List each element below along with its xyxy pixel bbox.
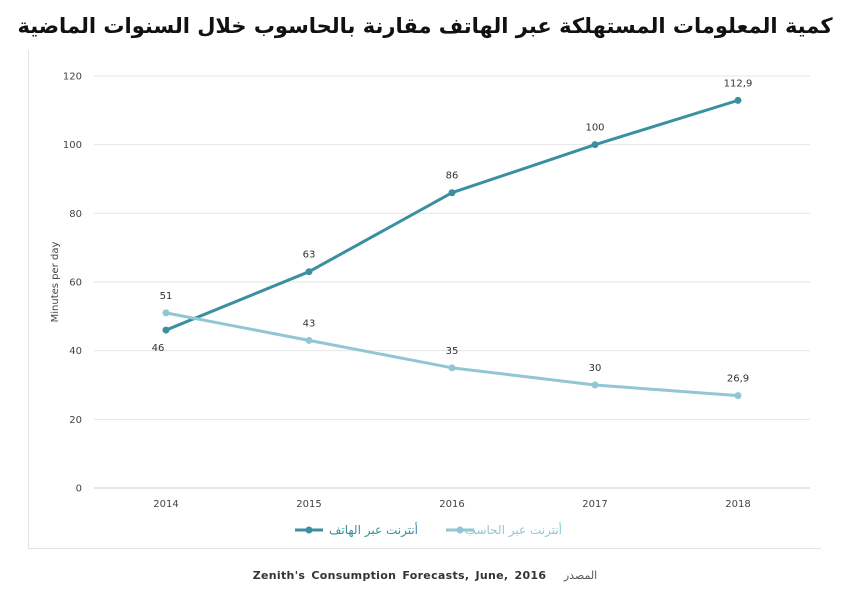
source-note: Zenith's Consumption Forecasts, June, 20… xyxy=(0,569,850,582)
data-point xyxy=(591,141,599,149)
y-tick-label: 40 xyxy=(69,346,82,357)
data-label: 86 xyxy=(446,171,459,182)
y-tick-label: 100 xyxy=(63,140,82,151)
data-label: 100 xyxy=(585,123,604,134)
legend-marker xyxy=(305,526,313,534)
legend-label: أنترنت عبر الحاسب xyxy=(465,522,562,538)
chart-title: كمية المعلومات المستهلكة عبر الهاتف مقار… xyxy=(17,14,833,38)
y-tick-label: 20 xyxy=(69,415,82,426)
x-tick-label: 2017 xyxy=(582,499,607,510)
y-tick-label: 80 xyxy=(69,209,82,220)
data-point xyxy=(734,96,742,104)
data-point xyxy=(162,326,170,334)
data-point xyxy=(448,364,456,372)
data-point xyxy=(162,309,170,317)
data-label: 35 xyxy=(446,346,459,357)
x-tick-label: 2014 xyxy=(153,499,178,510)
x-tick-label: 2016 xyxy=(439,499,464,510)
x-tick-label: 2018 xyxy=(725,499,750,510)
data-label: 26,9 xyxy=(727,374,749,385)
data-label: 112,9 xyxy=(724,78,753,89)
data-point xyxy=(305,336,313,344)
data-label: 30 xyxy=(589,363,602,374)
source-text: Zenith's Consumption Forecasts, June, 20… xyxy=(252,569,547,582)
y-tick-label: 120 xyxy=(63,72,82,83)
legend-marker xyxy=(456,526,464,534)
legend-label: أنترنت عبر الهاتف xyxy=(329,522,418,538)
y-tick-label: 0 xyxy=(76,484,82,495)
data-label: 46 xyxy=(152,343,165,354)
source-label: المصدر xyxy=(563,569,598,582)
y-tick-label: 60 xyxy=(69,278,82,289)
data-point xyxy=(591,381,599,389)
data-point xyxy=(448,189,456,197)
data-label: 63 xyxy=(303,250,316,261)
x-tick-label: 2015 xyxy=(296,499,321,510)
data-label: 43 xyxy=(303,318,316,329)
data-label: 51 xyxy=(160,291,173,302)
y-axis-label: Minutes per day xyxy=(50,242,61,323)
chart-frame xyxy=(28,50,821,549)
data-point xyxy=(305,268,313,276)
series-line xyxy=(164,98,740,332)
data-point xyxy=(734,392,742,400)
